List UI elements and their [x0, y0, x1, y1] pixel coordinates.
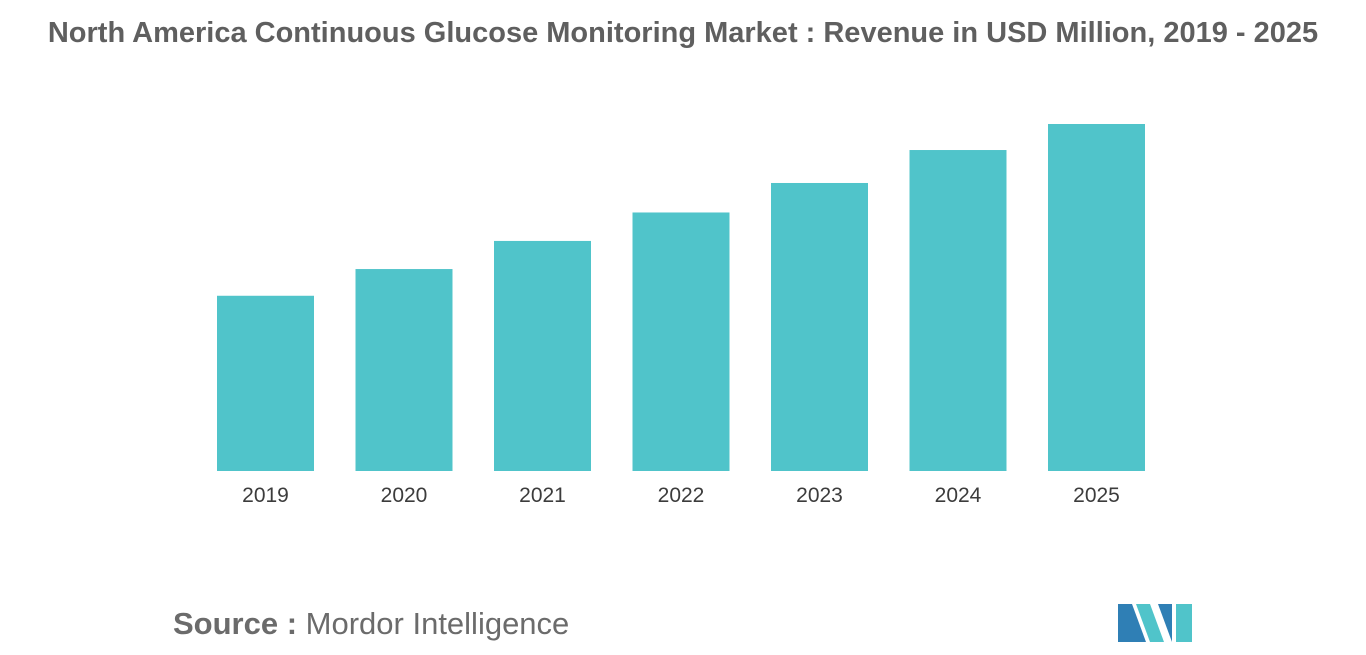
chart-title: North America Continuous Glucose Monitor…: [47, 17, 1319, 49]
bar-2021: [494, 240, 591, 471]
bar-2019: [217, 295, 314, 471]
bars-group: [217, 124, 1145, 472]
source-value: Mordor Intelligence: [305, 606, 570, 641]
x-tick-label-2021: 2021: [519, 484, 566, 507]
bar-2023: [771, 182, 868, 472]
x-tick-label-2022: 2022: [658, 484, 705, 507]
bar-chart: 2019 2020 2021 2022 2023 2024 2025: [217, 124, 1145, 507]
bar-2020: [355, 269, 453, 471]
bar-2025: [1048, 124, 1145, 471]
x-tick-label-2023: 2023: [796, 484, 843, 507]
x-tick-label-2019: 2019: [242, 484, 289, 507]
x-tick-label-2024: 2024: [935, 484, 982, 507]
bar-2024: [909, 150, 1007, 471]
mordor-logo-icon: [1118, 604, 1192, 642]
source-label: Source :: [173, 606, 298, 641]
source-line: Source : Mordor Intelligence: [173, 606, 569, 642]
x-tick-labels: 2019 2020 2021 2022 2023 2024 2025: [242, 484, 1120, 507]
bar-2022: [632, 212, 730, 472]
x-tick-label-2025: 2025: [1073, 484, 1120, 507]
x-tick-label-2020: 2020: [381, 484, 428, 507]
